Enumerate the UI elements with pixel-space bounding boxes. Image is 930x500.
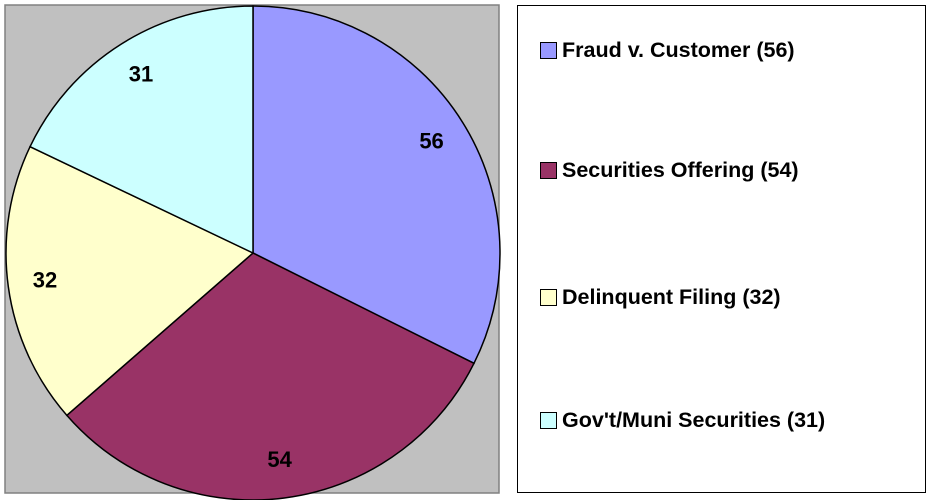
data-label: 31 <box>129 61 153 86</box>
legend: Fraud v. Customer (56) Securities Offerin… <box>517 5 926 493</box>
legend-label: Securities Offering (54) <box>562 158 799 182</box>
legend-item: Securities Offering (54) <box>540 156 920 184</box>
legend-label: Delinquent Filing (32) <box>562 285 781 309</box>
pie-slice <box>252 5 501 365</box>
pie-slice <box>65 252 475 500</box>
data-label: 54 <box>267 447 292 472</box>
legend-swatch <box>540 42 557 59</box>
legend-item: Delinquent Filing (32) <box>540 283 920 311</box>
legend-swatch <box>540 412 557 429</box>
legend-item: Fraud v. Customer (56) <box>540 36 920 64</box>
pie-slice <box>5 145 255 417</box>
data-label: 32 <box>33 267 57 292</box>
data-label: 56 <box>419 128 443 153</box>
legend-swatch <box>540 289 557 306</box>
pie-slice <box>29 5 254 255</box>
legend-swatch <box>540 162 557 179</box>
chart: 56 54 32 31 <box>4 4 501 500</box>
legend-label: Fraud v. Customer (56) <box>562 38 795 62</box>
legend-label: Gov't/Muni Securities (31) <box>562 408 826 432</box>
legend-item: Gov't/Muni Securities (31) <box>540 406 920 434</box>
